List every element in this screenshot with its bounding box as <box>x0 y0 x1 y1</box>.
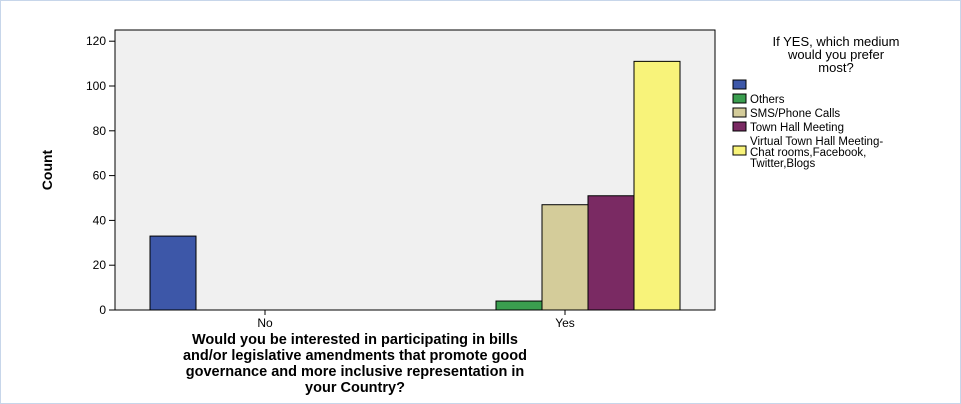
bar <box>633 60 681 311</box>
x-axis-label-line: governance and more inclusive representa… <box>186 364 524 380</box>
y-tick-label: 0 <box>99 303 106 317</box>
legend-label: Virtual Town Hall Meeting- <box>750 136 883 148</box>
y-tick-label: 40 <box>93 213 107 227</box>
legend-swatch <box>732 79 747 90</box>
x-tick-label: No <box>257 316 273 330</box>
bar <box>495 300 543 311</box>
bar <box>587 195 635 311</box>
legend-label: Others <box>750 94 785 106</box>
legend-label: SMS/Phone Calls <box>750 108 840 120</box>
x-axis-label: Would you be interested in participating… <box>183 332 527 396</box>
x-axis-label-line: Would you be interested in participating… <box>192 332 518 348</box>
y-tick-label: 20 <box>93 258 107 272</box>
bar <box>541 204 589 311</box>
x-axis-label-line: and/or legislative amendments that promo… <box>183 348 527 364</box>
x-tick-label: Yes <box>555 316 575 330</box>
legend-title: If YES, which medium <box>773 34 900 49</box>
legend-label: Twitter,Blogs <box>750 158 815 170</box>
y-axis-label: Count <box>39 149 55 190</box>
legend-label: Town Hall Meeting <box>750 122 844 134</box>
x-axis: No Yes <box>257 310 575 330</box>
legend-swatch <box>732 145 747 156</box>
bar <box>149 235 197 311</box>
legend-title: most? <box>818 60 853 75</box>
legend-swatch <box>732 93 747 104</box>
legend-swatch <box>732 121 747 132</box>
bars-group <box>149 60 681 311</box>
legend-label: Chat rooms,Facebook, <box>750 147 866 159</box>
y-tick-label: 80 <box>93 124 107 138</box>
legend-swatch <box>732 107 747 118</box>
y-tick-label: 60 <box>93 169 107 183</box>
y-axis: 0 20 40 60 80 100 120 <box>86 34 115 317</box>
legend-title: would you prefer <box>787 47 885 62</box>
y-tick-label: 120 <box>86 34 106 48</box>
x-axis-label-line: your Country? <box>305 380 405 396</box>
y-tick-label: 100 <box>86 79 106 93</box>
